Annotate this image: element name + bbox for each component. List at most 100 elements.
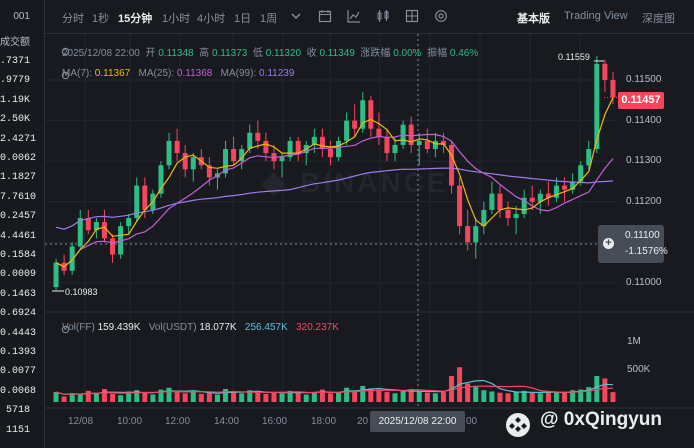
change-value: 0.00% bbox=[393, 48, 422, 59]
candle-body bbox=[376, 128, 382, 137]
volume-legend: Vol(FF) 159.439K Vol(USDT) 18.077K 256.4… bbox=[62, 322, 339, 333]
open-label: 开 bbox=[145, 48, 156, 59]
settings-icon[interactable] bbox=[434, 9, 448, 23]
list-value: 2.50K bbox=[0, 114, 31, 126]
volume-bar bbox=[142, 392, 148, 402]
candle-body bbox=[537, 193, 543, 202]
volume-ma2-line bbox=[55, 385, 614, 395]
list-value: 2.4271 bbox=[0, 133, 37, 145]
volume-bar bbox=[553, 392, 559, 402]
volume-bar bbox=[545, 391, 551, 402]
volume-bar bbox=[166, 387, 172, 402]
ma-legend: MA(7): 0.11367 MA(25): 0.11368 MA(99): 0… bbox=[62, 68, 295, 79]
chevron-down-icon[interactable] bbox=[289, 9, 303, 23]
interval-1w[interactable]: 1周 bbox=[260, 13, 278, 25]
amplitude-value: 0.46% bbox=[449, 48, 479, 59]
candle-body bbox=[449, 144, 455, 186]
volume-bar bbox=[336, 392, 342, 402]
vol-ma2-value: 320.237K bbox=[296, 322, 339, 333]
list-value: 0.0062 bbox=[0, 153, 37, 164]
interval-15m[interactable]: 15分钟 bbox=[118, 13, 153, 25]
interval-timeline[interactable]: 分时 bbox=[62, 13, 84, 25]
candle-body bbox=[182, 153, 188, 170]
add-order-icon[interactable]: + bbox=[603, 238, 614, 249]
volume-bar bbox=[473, 385, 479, 402]
candle-body bbox=[594, 63, 600, 150]
calendar-icon[interactable] bbox=[318, 9, 332, 23]
indicator-chart-icon[interactable] bbox=[347, 9, 361, 23]
candle-body bbox=[287, 140, 293, 158]
volume-bar bbox=[529, 392, 535, 402]
candle-body bbox=[392, 144, 398, 154]
view-tradingview-tab[interactable]: Trading View bbox=[564, 10, 628, 22]
list-value: 5718 bbox=[5, 405, 30, 417]
crosshair-time-tag: 2025/12/08 22:00 bbox=[370, 411, 465, 432]
volume-settings-icon[interactable] bbox=[61, 325, 70, 334]
interval-1h[interactable]: 1小时 bbox=[162, 13, 191, 25]
ma7-line bbox=[55, 97, 614, 268]
current-price-tag: 0.11457 bbox=[618, 92, 664, 109]
candle-body bbox=[214, 173, 220, 178]
vol-usdt-value: 18.077K bbox=[199, 322, 237, 333]
volume-bar bbox=[255, 392, 261, 402]
view-depth-tab[interactable]: 深度图 bbox=[642, 13, 675, 25]
volume-bar bbox=[134, 390, 140, 402]
candle-settings-icon[interactable] bbox=[376, 9, 390, 23]
ma7-value: 0.11367 bbox=[94, 68, 131, 79]
volume-bar bbox=[126, 391, 132, 402]
interval-1s[interactable]: 1秒 bbox=[92, 13, 110, 25]
candle-body bbox=[93, 222, 99, 231]
volume-bar bbox=[481, 390, 487, 402]
ohlc-settings-icon[interactable] bbox=[61, 47, 70, 56]
layout-grid-icon[interactable] bbox=[405, 9, 419, 23]
candle-body bbox=[279, 157, 285, 162]
list-value: 1.19K bbox=[0, 94, 31, 106]
volume-bar bbox=[287, 390, 293, 402]
time-axis-label: 12:00 bbox=[165, 416, 191, 427]
volume-axis-500k: 500K bbox=[627, 364, 651, 375]
list-value: 1151 bbox=[5, 424, 30, 436]
time-axis-label: 16:00 bbox=[262, 416, 288, 427]
candle-body bbox=[416, 140, 422, 145]
volume-bar bbox=[368, 388, 374, 402]
candle-body bbox=[190, 157, 196, 170]
ma7-label: MA(7) bbox=[62, 68, 90, 79]
crosshair-change: -1.1576% bbox=[625, 246, 668, 257]
time-axis-label: 00 bbox=[466, 416, 478, 427]
list-value: 0.2457 bbox=[0, 211, 37, 223]
candle-body bbox=[118, 226, 124, 255]
ma-settings-icon[interactable] bbox=[61, 71, 70, 80]
candle-body bbox=[497, 193, 503, 210]
volume-axis-1m: 1M bbox=[627, 336, 641, 347]
chart-toolbar: 分时 1秒 15分钟 1小时 4小时 1日 1周 基本版 Trading Vie… bbox=[45, 0, 694, 34]
open-value: 0.11348 bbox=[158, 48, 194, 59]
candle-body bbox=[166, 140, 172, 166]
list-value: 0.6924 bbox=[0, 308, 37, 320]
view-basic-tab[interactable]: 基本版 bbox=[517, 13, 550, 25]
volume-bar bbox=[465, 383, 471, 402]
volume-bar bbox=[497, 392, 503, 402]
volume-ma1-line bbox=[55, 379, 614, 395]
volume-bar bbox=[295, 391, 301, 402]
volume-bar bbox=[93, 392, 99, 402]
volume-bar bbox=[416, 391, 422, 402]
time-axis-label: 18:00 bbox=[311, 416, 337, 427]
candle-body bbox=[368, 100, 374, 129]
volume-bar bbox=[231, 391, 237, 402]
interval-1d[interactable]: 1日 bbox=[234, 13, 252, 25]
candle-body bbox=[432, 140, 438, 150]
price-axis-label: 0.11200 bbox=[626, 195, 662, 207]
interval-4h[interactable]: 4小时 bbox=[197, 13, 226, 25]
low-label: 低 bbox=[252, 48, 263, 59]
candle-body bbox=[174, 140, 180, 154]
candle-body bbox=[263, 140, 269, 154]
volume-bar bbox=[610, 392, 616, 402]
list-header: 001 bbox=[13, 11, 30, 22]
candle-body bbox=[158, 165, 164, 194]
candle-body bbox=[400, 124, 406, 145]
candle-body bbox=[553, 185, 559, 198]
volume-bar bbox=[513, 392, 519, 402]
volume-bar bbox=[505, 393, 511, 402]
time-axis-label: 12/08 bbox=[68, 416, 94, 427]
candle-body bbox=[521, 197, 527, 214]
